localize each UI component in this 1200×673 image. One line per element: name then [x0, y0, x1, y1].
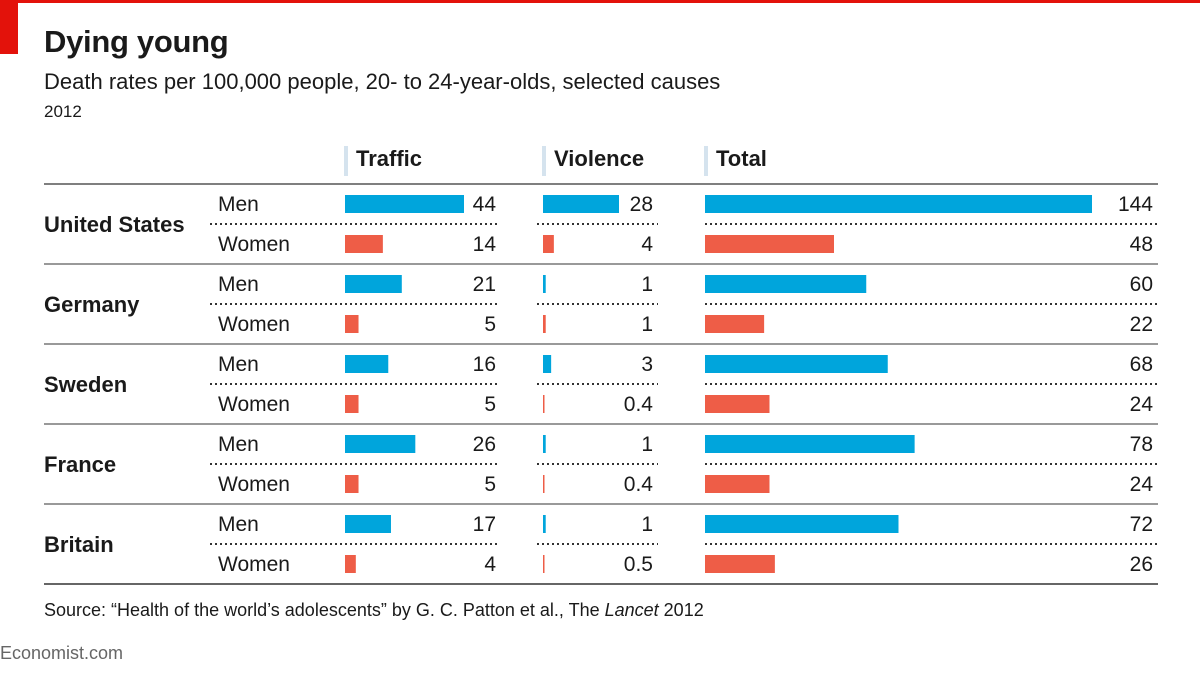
bar: [543, 275, 546, 293]
column-header-violence: Violence: [542, 146, 644, 176]
sex-label: Men: [218, 193, 259, 216]
source-text: Source: “Health of the world’s adolescen…: [44, 600, 605, 620]
bar: [543, 195, 619, 213]
sex-label: Women: [218, 553, 290, 576]
data-label: 0.4: [624, 473, 654, 496]
bar: [345, 515, 391, 533]
sex-label: Men: [218, 353, 259, 376]
column-header-label: Violence: [554, 146, 645, 171]
data-label: 5: [484, 473, 496, 496]
sex-label: Women: [218, 473, 290, 496]
bar: [705, 315, 765, 333]
data-label: 60: [1130, 273, 1153, 296]
source-journal: Lancet: [604, 600, 659, 620]
data-label: 0.5: [624, 553, 653, 576]
data-label: 21: [473, 273, 496, 296]
bar: [705, 515, 899, 533]
data-label: 26: [1130, 553, 1153, 576]
data-label: 78: [1130, 433, 1153, 456]
bar: [543, 475, 545, 493]
data-label: 68: [1130, 353, 1153, 376]
bar: [345, 395, 359, 413]
data-label: 14: [473, 233, 497, 256]
country-label: Sweden: [44, 372, 127, 397]
data-label: 4: [484, 553, 496, 576]
column-header-traffic: Traffic: [344, 146, 422, 176]
bar: [543, 315, 546, 333]
data-label: 5: [484, 393, 496, 416]
bar: [345, 195, 464, 213]
data-label: 1: [641, 313, 653, 336]
bar: [705, 235, 834, 253]
sex-label: Men: [218, 273, 259, 296]
data-label: 1: [641, 433, 653, 456]
bar: [705, 435, 915, 453]
country-label: France: [44, 452, 116, 477]
column-marker: [542, 146, 546, 176]
column-header-total: Total: [704, 146, 767, 176]
country-label: Germany: [44, 292, 140, 317]
column-marker: [704, 146, 708, 176]
data-label: 4: [641, 233, 653, 256]
column-header-label: Traffic: [356, 146, 423, 171]
chart-subtitle: Death rates per 100,000 people, 20- to 2…: [44, 69, 721, 94]
data-label: 17: [473, 513, 496, 536]
data-label: 28: [630, 193, 653, 216]
bar: [705, 395, 770, 413]
data-label: 72: [1130, 513, 1153, 536]
brand-label: Economist.com: [0, 643, 124, 663]
bar: [345, 475, 359, 493]
sex-label: Women: [218, 233, 290, 256]
bar: [543, 435, 546, 453]
bar: [543, 555, 545, 573]
data-label: 22: [1130, 313, 1153, 336]
bar: [543, 355, 552, 373]
column-marker: [344, 146, 348, 176]
top-red-rule: [0, 0, 1200, 3]
country-label: United States: [44, 212, 185, 237]
bar: [345, 355, 389, 373]
data-label: 3: [641, 353, 653, 376]
data-label: 16: [473, 353, 496, 376]
country-label: Britain: [44, 532, 114, 557]
bar: [345, 435, 416, 453]
sex-label: Women: [218, 393, 290, 416]
sex-label: Men: [218, 513, 259, 536]
data-label: 1: [641, 513, 653, 536]
data-label: 144: [1118, 193, 1153, 216]
bar: [705, 195, 1092, 213]
data-label: 24: [1130, 393, 1154, 416]
source-year: 2012: [658, 600, 704, 620]
bar: [345, 275, 402, 293]
bar: [345, 555, 356, 573]
bar: [705, 355, 888, 373]
bar: [705, 275, 867, 293]
sex-label: Women: [218, 313, 290, 336]
bar: [705, 555, 775, 573]
bar: [543, 235, 554, 253]
source-note: Source: “Health of the world’s adolescen…: [44, 600, 704, 621]
bar: [543, 395, 545, 413]
data-label: 0.4: [624, 393, 654, 416]
chart-year: 2012: [44, 102, 82, 121]
data-label: 44: [473, 193, 497, 216]
bar: [345, 235, 383, 253]
red-corner-tab: [0, 0, 18, 54]
bar: [705, 475, 770, 493]
sex-label: Men: [218, 433, 259, 456]
chart-title: Dying young: [44, 24, 229, 59]
column-header-label: Total: [716, 146, 767, 171]
data-label: 24: [1130, 473, 1154, 496]
bar: [543, 515, 546, 533]
data-label: 48: [1130, 233, 1153, 256]
data-label: 1: [641, 273, 653, 296]
data-label: 26: [473, 433, 496, 456]
data-label: 5: [484, 313, 496, 336]
bar: [345, 315, 359, 333]
